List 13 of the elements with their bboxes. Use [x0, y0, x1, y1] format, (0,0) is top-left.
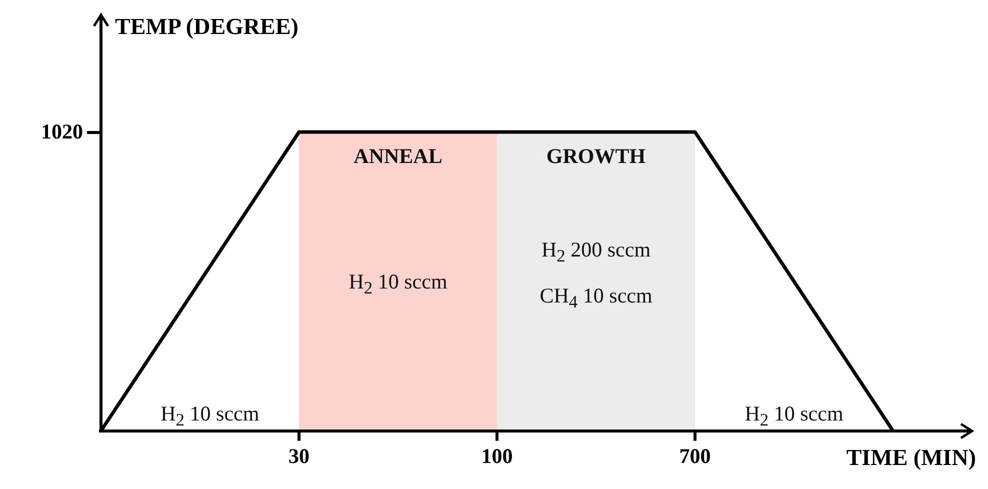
x-tick-label: 700: [679, 444, 711, 468]
x-tick-label: 30: [288, 444, 310, 468]
band-label: GROWTH: [546, 144, 646, 169]
annotation: CH$_{4}$ 10 sccm: [540, 283, 652, 312]
annotation: H$_{2}$ 10 sccm: [744, 401, 844, 430]
text: 1020: [41, 120, 83, 144]
band-label: ANNEAL: [354, 144, 442, 169]
annotation: H$_{2}$ 200 sccm: [541, 236, 651, 266]
annotation: H$_{2}$ 10 sccm: [160, 401, 260, 430]
annotation: H$_{2}$ 10 sccm: [348, 270, 448, 299]
y-axis-title: TEMP (DEGREE): [115, 14, 298, 40]
x-axis-title: TIME (MIN): [846, 444, 976, 471]
x-tick-label: 100: [481, 444, 513, 468]
